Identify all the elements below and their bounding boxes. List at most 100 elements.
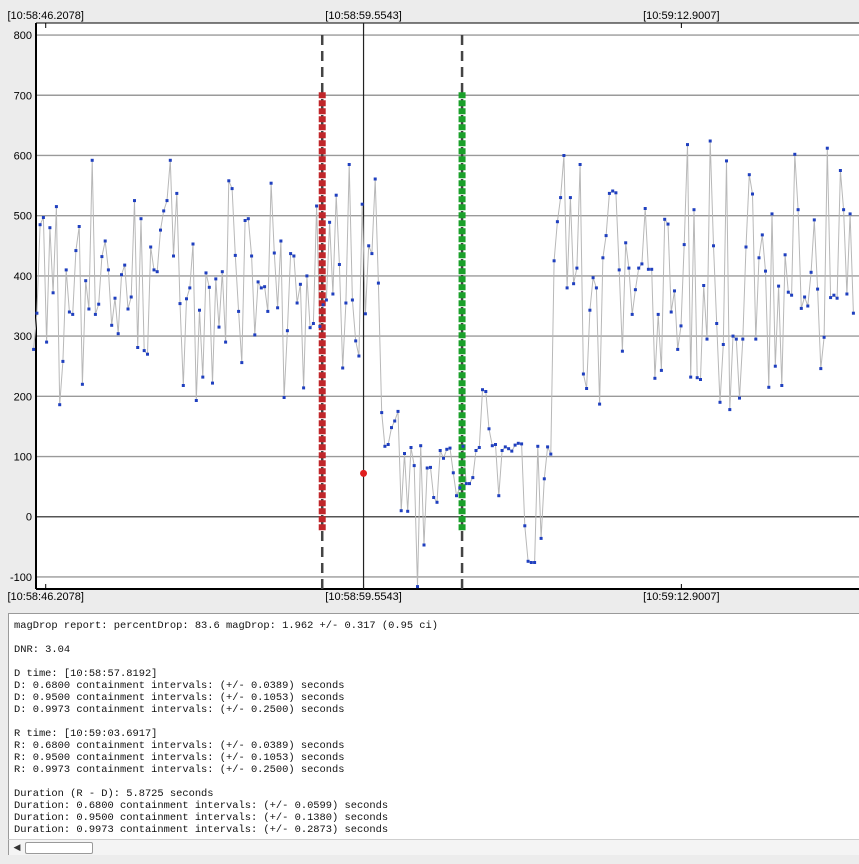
top-time-label: [10:59:12.9007] (643, 10, 719, 22)
data-point (162, 209, 166, 213)
data-point (663, 217, 667, 221)
data-point (194, 399, 198, 402)
data-point (74, 249, 78, 253)
data-point (432, 496, 436, 499)
data-point (562, 154, 566, 157)
data-point (445, 447, 449, 451)
data-point (510, 449, 514, 453)
data-point (321, 303, 325, 307)
y-tick-label: 700 (14, 90, 32, 102)
data-point (250, 254, 254, 258)
data-point (549, 452, 553, 456)
data-point (100, 255, 104, 259)
data-point (474, 449, 478, 452)
data-point (383, 444, 387, 448)
data-point (845, 292, 849, 296)
data-point (289, 252, 293, 256)
data-point (204, 271, 208, 275)
data-point (201, 375, 205, 379)
arrow-left-icon[interactable]: ◀ (13, 842, 21, 852)
data-point (38, 223, 42, 227)
data-point (481, 388, 484, 392)
report-line: Duration: 0.9973 containment intervals: … (14, 824, 389, 836)
data-point (825, 146, 829, 150)
scrollbar-thumb[interactable] (25, 842, 93, 854)
data-point (178, 302, 182, 306)
data-point (539, 536, 543, 540)
data-point (412, 464, 416, 468)
data-point (468, 482, 471, 486)
data-point (699, 378, 702, 381)
horizontal-scrollbar[interactable]: ◀ (8, 839, 859, 855)
data-point (191, 242, 195, 246)
data-point (126, 307, 130, 311)
data-point (520, 442, 524, 446)
center-data-point (360, 469, 368, 477)
data-point (790, 293, 794, 297)
data-point (45, 340, 49, 344)
data-point (676, 347, 680, 351)
data-point (656, 312, 660, 316)
data-point (354, 339, 358, 343)
light-curve-plot[interactable]: -100 0 100 200 300 400 500 600 700 800 [10:58:46.2… (0, 0, 859, 606)
data-point (832, 293, 836, 297)
data-point (594, 286, 598, 290)
data-point (513, 443, 517, 447)
data-point (35, 311, 39, 315)
data-point (188, 286, 192, 290)
data-point (298, 282, 302, 286)
y-tick-label: 600 (14, 150, 32, 162)
data-point (715, 322, 719, 325)
data-point (390, 426, 393, 430)
data-point (230, 187, 234, 191)
data-point (734, 337, 738, 341)
data-point (526, 559, 530, 563)
data-point (139, 217, 143, 221)
data-point (246, 217, 250, 221)
data-point (565, 286, 569, 290)
data-point (783, 253, 787, 257)
data-point (650, 267, 654, 271)
data-point (809, 270, 813, 274)
data-point (133, 199, 136, 203)
data-point (295, 301, 299, 305)
data-point (331, 292, 335, 296)
data-point (305, 274, 309, 278)
data-point (282, 396, 286, 399)
data-point (350, 298, 354, 302)
data-point (272, 251, 276, 255)
bottom-time-label: [10:59:12.9007] (643, 591, 719, 603)
data-point (633, 288, 637, 292)
data-point (617, 268, 621, 272)
report-panel[interactable]: magDrop report: percentDrop: 83.6 magDro… (8, 613, 859, 839)
data-point (500, 449, 504, 452)
data-point (233, 253, 237, 257)
data-point (507, 447, 511, 451)
data-point (607, 191, 611, 195)
report-blank-line (14, 716, 859, 728)
y-tick-label: -100 (10, 572, 32, 584)
data-point (536, 444, 540, 448)
data-point (435, 500, 439, 504)
data-point (61, 359, 65, 363)
data-point (689, 375, 693, 379)
data-point (217, 325, 221, 329)
data-point (799, 306, 803, 310)
data-point (581, 372, 585, 376)
data-point (113, 296, 117, 300)
data-point (224, 340, 228, 344)
data-point (679, 324, 683, 328)
data-point (386, 443, 390, 446)
data-point (575, 266, 579, 270)
data-point (728, 408, 732, 412)
y-tick-label: 500 (14, 211, 32, 223)
data-point (455, 494, 458, 498)
data-point (604, 234, 608, 238)
data-point (777, 284, 781, 288)
data-point (851, 311, 855, 315)
report-line: R: 0.6800 containment intervals: (+/- 0.… (14, 740, 345, 752)
data-point (451, 471, 455, 475)
data-point (406, 509, 410, 513)
data-point (627, 266, 631, 270)
data-point (829, 296, 833, 300)
